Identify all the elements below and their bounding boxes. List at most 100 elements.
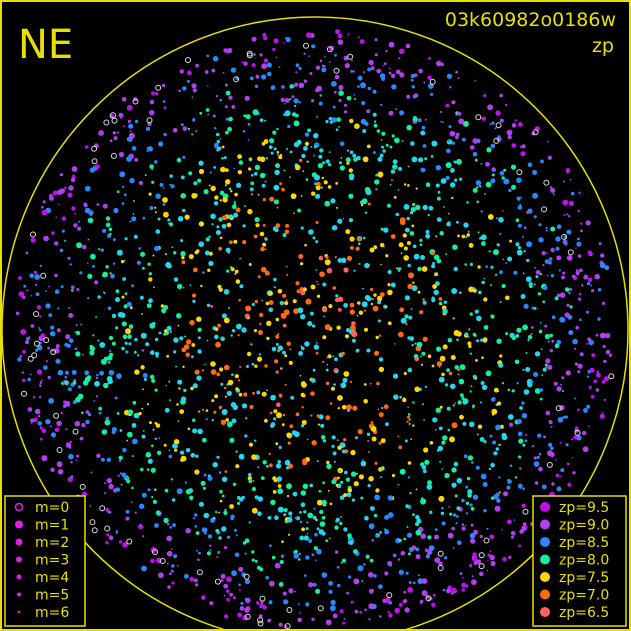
star-marker — [370, 66, 375, 71]
star-marker — [275, 370, 279, 374]
star-marker — [412, 424, 415, 427]
star-marker — [320, 186, 323, 189]
star-marker — [182, 126, 188, 131]
star-marker — [372, 305, 379, 312]
star-marker — [415, 515, 420, 520]
star-marker — [533, 456, 537, 460]
star-marker — [283, 513, 287, 517]
star-marker — [302, 287, 307, 292]
star-marker — [315, 269, 318, 271]
color-legend-label: zp=7.5 — [559, 570, 609, 586]
star-marker — [440, 120, 442, 123]
star-marker — [569, 178, 572, 181]
star-marker — [57, 189, 63, 195]
star-marker — [492, 440, 497, 445]
star-marker-m0 — [437, 550, 444, 557]
star-marker — [349, 309, 355, 315]
star-marker — [280, 554, 285, 558]
star-marker-m0 — [146, 117, 153, 124]
star-marker — [542, 367, 547, 372]
star-marker — [191, 355, 194, 359]
star-marker — [566, 229, 572, 235]
star-marker — [188, 171, 193, 176]
star-marker — [447, 337, 453, 343]
star-marker — [133, 350, 137, 354]
star-marker — [430, 251, 435, 256]
star-marker — [234, 552, 240, 558]
star-marker — [321, 572, 328, 578]
star-marker — [337, 395, 343, 401]
star-marker — [218, 536, 222, 540]
star-marker — [408, 552, 411, 556]
star-marker — [148, 298, 153, 304]
star-marker — [326, 356, 329, 359]
star-marker — [261, 266, 267, 273]
star-marker — [538, 237, 544, 243]
star-marker — [334, 53, 337, 57]
star-marker — [169, 330, 172, 333]
star-marker — [106, 533, 110, 537]
star-marker — [391, 473, 396, 478]
star-marker — [562, 390, 564, 393]
star-marker — [361, 580, 364, 582]
star-marker — [122, 447, 127, 453]
star-marker — [422, 298, 425, 301]
star-marker — [148, 192, 152, 196]
star-marker — [568, 291, 571, 295]
star-marker — [234, 528, 237, 532]
star-marker — [522, 487, 525, 491]
star-marker — [349, 175, 354, 181]
star-marker-m0 — [104, 525, 111, 532]
star-marker — [177, 324, 180, 327]
star-marker — [163, 517, 169, 524]
star-marker — [547, 155, 552, 160]
star-marker — [501, 432, 507, 438]
star-marker — [288, 588, 294, 594]
star-marker — [233, 239, 238, 244]
star-marker — [336, 117, 341, 122]
star-marker — [556, 486, 562, 492]
star-marker — [273, 147, 277, 151]
star-marker — [513, 270, 518, 275]
star-marker — [440, 511, 445, 516]
star-marker — [405, 322, 408, 326]
star-marker — [325, 415, 331, 421]
star-marker — [349, 256, 352, 260]
star-marker — [389, 145, 393, 149]
star-marker — [426, 484, 433, 490]
star-marker — [351, 338, 356, 343]
star-marker — [151, 378, 156, 383]
star-marker — [60, 285, 64, 289]
star-marker — [273, 277, 277, 282]
star-marker — [220, 419, 227, 425]
star-marker — [343, 618, 346, 620]
star-marker — [338, 220, 342, 224]
star-marker — [20, 328, 27, 335]
star-marker — [134, 119, 139, 124]
star-marker — [468, 243, 474, 248]
star-marker — [323, 180, 328, 185]
star-marker — [373, 293, 377, 297]
star-marker — [75, 330, 81, 336]
star-marker — [255, 74, 260, 79]
star-marker — [447, 139, 451, 143]
star-marker — [207, 113, 210, 116]
star-marker — [277, 288, 283, 294]
star-marker — [360, 203, 364, 207]
star-marker — [182, 286, 185, 289]
star-marker — [349, 324, 356, 331]
star-marker — [289, 98, 292, 101]
star-marker — [346, 95, 352, 101]
star-marker — [340, 480, 344, 484]
star-marker-m0 — [89, 519, 96, 526]
star-marker — [385, 254, 389, 258]
star-marker — [226, 222, 232, 228]
star-marker — [450, 182, 456, 188]
star-marker — [344, 470, 348, 475]
star-marker — [378, 357, 384, 362]
star-marker — [177, 216, 184, 222]
star-marker — [315, 240, 319, 244]
star-marker — [266, 336, 270, 341]
star-marker — [208, 474, 211, 477]
star-marker — [265, 575, 269, 580]
